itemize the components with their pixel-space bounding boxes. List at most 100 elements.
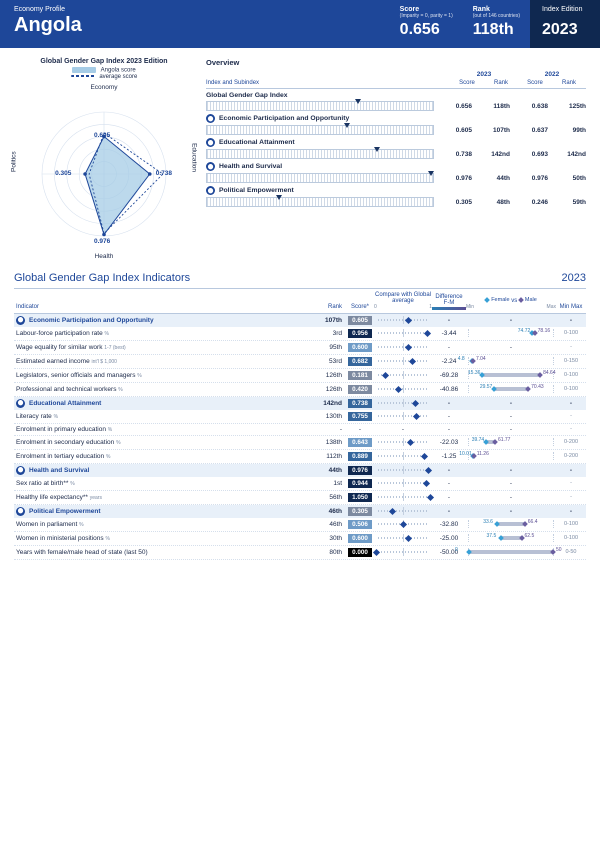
row-rank: 112th — [318, 453, 346, 460]
row-range: - — [556, 494, 586, 500]
overview-distribution-bar — [206, 173, 434, 183]
row-rank: 53rd — [318, 358, 346, 365]
overview-row: ⬤Political Empowerment 0.305 48th 0.246 … — [206, 186, 586, 207]
score-metric: Score (Imparity = 0, parity = 1) 0.656 — [390, 0, 463, 48]
ov-score-22: 0.976 — [514, 175, 548, 182]
row-range: 0-100 — [556, 535, 586, 541]
fm-mini: 10.01 11.26 — [468, 452, 554, 460]
head-fm: Female vs Male MinMax — [466, 297, 556, 310]
overview-title: Overview — [206, 58, 586, 67]
fm-mini: 74.72 78.16 — [468, 329, 554, 337]
radar-chart: Economy Education Health Politics 0.605 … — [14, 82, 194, 262]
row-score: 0.506 — [348, 520, 372, 529]
radar-legend-2: average score — [14, 74, 194, 80]
compare-mini — [376, 534, 430, 542]
indicator-row: Sex ratio at birth** % 1st 0.944 - - - — [14, 477, 586, 491]
rank-metric: Rank (out of 146 countries) 118th — [463, 0, 530, 48]
indicator-row: Enrolment in tertiary education % 112th … — [14, 450, 586, 464]
axis-education: Education — [191, 143, 198, 172]
ov-rank-23: 107th — [476, 127, 510, 134]
row-score: 0.420 — [348, 385, 372, 394]
overview-panel: Overview 2023 2022 Index and Subindex Sc… — [206, 58, 586, 262]
edition-label: Index Edition — [542, 6, 588, 13]
row-diff: -32.80 — [432, 521, 466, 528]
ov-col-rank23: Rank — [484, 80, 518, 86]
row-name: Enrolment in tertiary education % — [14, 453, 318, 460]
ov-score-23: 0.305 — [438, 199, 472, 206]
group-score: 0.305 — [348, 507, 372, 516]
score-sublabel: (Imparity = 0, parity = 1) — [400, 13, 453, 19]
compare-mini — [376, 493, 430, 501]
indicators-title: Global Gender Gap Index Indicators — [14, 272, 190, 284]
country-name: Angola — [14, 14, 376, 37]
ov-col-index: Index and Subindex — [206, 80, 450, 86]
overview-row: ⬤Educational Attainment 0.738 142nd 0.69… — [206, 138, 586, 159]
row-score: 0.181 — [348, 371, 372, 380]
row-range: - — [556, 480, 586, 486]
fm-mini: 15.36 84.64 — [468, 371, 554, 379]
row-diff: -22.03 — [432, 439, 466, 446]
indicator-group-header: ⬤Economic Participation and Opportunity … — [14, 314, 586, 327]
compare-mini — [376, 438, 430, 446]
row-range: 0-150 — [556, 358, 586, 364]
row-range: 0-100 — [556, 521, 586, 527]
row-rank: 30th — [318, 535, 346, 542]
radar-val-economy: 0.605 — [94, 132, 110, 139]
radar-legend: Angola score — [14, 67, 194, 74]
indicator-row: Healthy life expectancy** years 56th 1.0… — [14, 491, 586, 505]
row-name: Healthy life expectancy** years — [14, 494, 318, 501]
row-name: Labour-force participation rate % — [14, 330, 318, 337]
indicator-row: Professional and technical workers % 126… — [14, 383, 586, 397]
row-diff: - — [432, 494, 466, 501]
row-diff: - — [432, 413, 466, 420]
ov-col-score22: Score — [518, 80, 552, 86]
row-range: 0-200 — [556, 439, 586, 445]
briefcase-icon: ⬤ — [206, 114, 215, 123]
compare-mini — [376, 466, 430, 474]
radar-title: Global Gender Gap Index 2023 Edition — [14, 58, 194, 65]
indicator-row: Wage equality for similar work 1-7 (best… — [14, 341, 586, 355]
row-name: Enrolment in secondary education % — [14, 439, 318, 446]
score-label: Score — [400, 6, 453, 13]
group-rank: 107th — [318, 317, 346, 324]
row-name: Wage equality for similar work 1-7 (best… — [14, 344, 318, 351]
group-title: Health and Survival — [29, 467, 89, 474]
ov-score-22: 0.637 — [514, 127, 548, 134]
indicator-row: Women in parliament % 46th 0.506 -32.80 … — [14, 518, 586, 532]
row-name: Estimated earned income int'l $ 1,000 — [14, 358, 318, 365]
book-icon: ⬤ — [16, 399, 25, 408]
row-name: Women in ministerial positions % — [14, 535, 318, 542]
ov-rank-22: 59th — [552, 199, 586, 206]
year-2022: 2022 — [518, 71, 586, 78]
row-name: Professional and technical workers % — [14, 386, 318, 393]
indicator-row: Enrolment in primary education % - - - -… — [14, 424, 586, 436]
overview-row: ⬤Economic Participation and Opportunity … — [206, 114, 586, 135]
row-rank: 126th — [318, 372, 346, 379]
overview-distribution-bar — [206, 101, 434, 111]
ov-rank-23: 48th — [476, 199, 510, 206]
book-icon: ⬤ — [206, 138, 215, 147]
row-name: Enrolment in primary education % — [14, 426, 318, 433]
row-diff: -69.28 — [432, 372, 466, 379]
year-2023: 2023 — [450, 71, 518, 78]
profile-label: Economy Profile — [14, 6, 376, 13]
ov-score-23: 0.976 — [438, 175, 472, 182]
ov-rank-22: 99th — [552, 127, 586, 134]
indicators-title-row: Global Gender Gap Index Indicators 2023 — [0, 268, 600, 288]
axis-politics: Politics — [11, 151, 18, 172]
row-range: 0-100 — [556, 330, 586, 336]
overview-distribution-bar — [206, 149, 434, 159]
row-diff: - — [432, 480, 466, 487]
health-icon: ⬤ — [206, 162, 215, 171]
row-rank: 56th — [318, 494, 346, 501]
radar-val-health: 0.976 — [94, 238, 110, 245]
head-rank: Rank — [318, 304, 346, 310]
group-title: Educational Attainment — [29, 400, 101, 407]
row-rank: 95th — [318, 344, 346, 351]
row-rank: 138th — [318, 439, 346, 446]
compare-mini — [376, 479, 430, 487]
head-score: Score* — [346, 304, 374, 310]
row-name: Years with female/male head of state (la… — [14, 549, 318, 556]
row-name: Legislators, senior officials and manage… — [14, 372, 318, 379]
fm-mini: 29.57 70.43 — [468, 385, 554, 393]
